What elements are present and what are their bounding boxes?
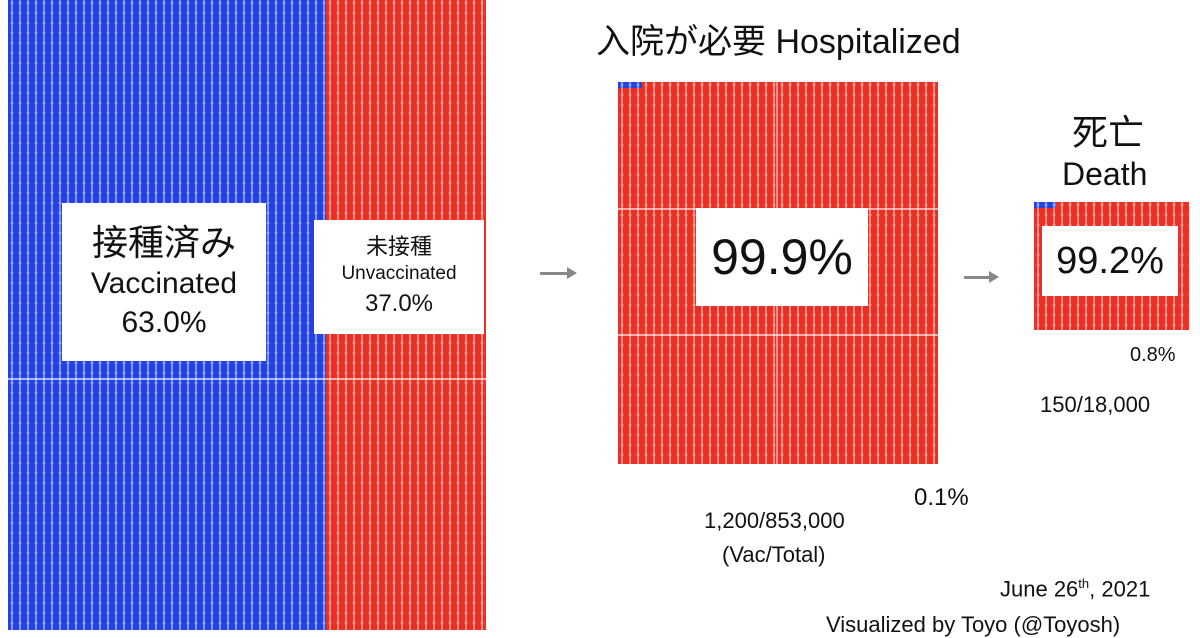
- grid-divider: [326, 378, 486, 380]
- vaccinated-label-box: 接種済み Vaccinated 63.0%: [62, 203, 266, 361]
- death-vac-pct: 0.8%: [1130, 344, 1176, 366]
- hospitalized-main-pct: 99.9%: [711, 229, 853, 285]
- hospitalized-title: 入院が必要 Hospitalized: [596, 23, 961, 61]
- unvaccinated-pct: 37.0%: [364, 290, 434, 317]
- unvaccinated-label-jp: 未接種: [365, 234, 432, 259]
- hospitalized-counts-note: (Vac/Total): [722, 542, 826, 567]
- death-counts: 150/18,000: [1040, 392, 1151, 417]
- footer-date-main: June 26: [1000, 576, 1079, 602]
- vaccinated-pct: 63.0%: [121, 306, 207, 339]
- footer-credit: Visualized by Toyo (@Toyosh): [826, 612, 1121, 637]
- death-main-pct: 99.2%: [1056, 239, 1164, 282]
- hospitalized-people-pattern: [618, 82, 938, 464]
- grid-divider: [8, 378, 326, 380]
- footer-date-year: , 2021: [1089, 576, 1151, 602]
- death-pct-box: 99.2%: [1042, 226, 1178, 296]
- arrow-right-icon: [540, 267, 577, 279]
- hospitalized-area: [618, 82, 938, 464]
- unvaccinated-label-box: 未接種 Unvaccinated 37.0%: [314, 220, 484, 334]
- grid-divider: [618, 334, 938, 336]
- vaccinated-label-jp: 接種済み: [91, 222, 236, 263]
- arrow-right-icon: [964, 271, 999, 283]
- death-title-jp: 死亡: [1072, 112, 1145, 153]
- vaccinated-label-en: Vaccinated: [90, 267, 238, 300]
- hospitalized-counts: 1,200/853,000: [704, 508, 845, 533]
- footer-date: June 26th, 2021: [1000, 576, 1150, 602]
- hospitalized-vaccinated-sliver: [618, 82, 642, 88]
- hospitalized-pct-box: 99.9%: [696, 208, 868, 306]
- hospitalized-vac-pct: 0.1%: [914, 484, 969, 511]
- unvaccinated-label-en: Unvaccinated: [341, 263, 457, 284]
- death-title-en: Death: [1062, 156, 1148, 192]
- footer-date-sup: th: [1078, 576, 1090, 591]
- death-vaccinated-sliver: [1034, 202, 1055, 208]
